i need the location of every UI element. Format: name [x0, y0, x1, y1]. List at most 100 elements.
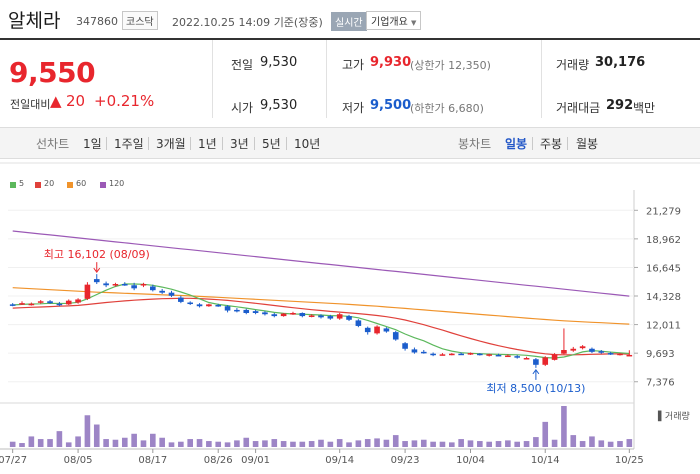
candle	[280, 313, 287, 317]
volume-bar	[262, 440, 268, 447]
candle	[19, 303, 25, 305]
volume-value: 30,176	[595, 55, 646, 70]
volume-bar	[140, 440, 147, 447]
y-tick-label: 12,011	[646, 321, 681, 332]
candle	[318, 315, 324, 318]
candle	[308, 315, 315, 317]
volume-label: 거래량	[556, 58, 590, 72]
tab-daily[interactable]: 일봉	[505, 137, 528, 151]
volume-bar	[19, 443, 25, 447]
candle	[150, 286, 156, 291]
tab-monthly[interactable]: 월봉	[576, 137, 599, 151]
tab-separator	[567, 137, 568, 150]
candle	[290, 313, 296, 315]
x-tick-label: 10/14	[531, 455, 560, 466]
candle	[458, 353, 464, 356]
volume-bar	[327, 441, 334, 447]
timestamp-basis: 기준(장중)	[273, 16, 323, 29]
arrow-up-icon	[532, 369, 540, 375]
amount-value: 292	[606, 98, 634, 113]
candle	[75, 299, 81, 303]
candle	[392, 332, 399, 340]
company-overview-label: 기업개요	[371, 17, 408, 28]
volume-bar	[589, 436, 595, 447]
candle	[430, 353, 436, 356]
x-tick-label: 09/01	[241, 455, 270, 466]
ma-line-120	[12, 230, 630, 297]
tab-3y[interactable]: 3년	[230, 137, 249, 151]
company-overview-button[interactable]: 기업개요 ▼	[366, 11, 422, 30]
volume-bar	[486, 441, 492, 447]
volume-bar	[271, 439, 278, 447]
volume-bar	[458, 439, 464, 447]
volume-bar	[374, 438, 380, 447]
volume-bar	[364, 439, 371, 447]
volume-bar	[626, 439, 633, 447]
candle	[37, 301, 44, 303]
candle	[178, 297, 184, 302]
y-tick-label: 9,693	[646, 349, 675, 360]
change-value: 20	[66, 92, 86, 110]
y-tick-label: 14,328	[646, 292, 681, 303]
volume-bar	[234, 440, 240, 447]
volume-bar	[346, 442, 352, 447]
tab-separator	[148, 137, 149, 150]
quote-divider	[326, 40, 327, 118]
ma-line-20	[12, 297, 630, 356]
tab-1d[interactable]: 1일	[83, 137, 102, 151]
volume-bar	[159, 437, 165, 447]
volume-bar	[505, 440, 511, 447]
legend-swatch-ma5	[10, 182, 16, 188]
volume-bar	[9, 441, 16, 447]
candle	[224, 306, 231, 311]
prev-close-value: 9,530	[260, 55, 298, 70]
volume-bar	[617, 441, 623, 447]
x-tick-label: 08/17	[138, 455, 167, 466]
tab-1y[interactable]: 1년	[198, 137, 217, 151]
volume-bar	[495, 441, 502, 447]
volume-bar	[570, 435, 577, 447]
volume-bar	[411, 440, 418, 447]
candle	[234, 309, 240, 312]
arrow-down-icon	[93, 267, 101, 273]
candle	[561, 350, 567, 354]
high-annotation: 최고 16,102 (08/09)	[44, 248, 150, 261]
volume-bar	[47, 439, 53, 447]
candle	[346, 316, 352, 320]
volume-bar	[28, 436, 35, 447]
candle	[505, 355, 511, 358]
volume-bar	[533, 437, 539, 447]
volume-bar	[206, 441, 212, 447]
candle	[383, 328, 390, 332]
volume-bar	[467, 440, 474, 447]
candle	[477, 353, 483, 356]
volume-bar	[103, 439, 109, 447]
volume-bar	[112, 439, 119, 447]
tab-1w[interactable]: 1주일	[114, 137, 144, 151]
tab-10y[interactable]: 10년	[294, 137, 321, 151]
volume-bar	[561, 406, 567, 447]
volume-bar	[523, 441, 530, 447]
candle	[65, 300, 72, 305]
volume-bar	[430, 441, 436, 447]
volume-bar	[37, 439, 44, 447]
candle	[523, 358, 530, 360]
legend-swatch-ma60	[67, 182, 73, 188]
volume-bar	[383, 439, 390, 447]
tab-3m[interactable]: 3개월	[156, 137, 186, 151]
volume-bar	[607, 441, 614, 447]
open-label: 시가	[231, 101, 254, 115]
candle	[140, 284, 147, 286]
tab-weekly[interactable]: 주봉	[540, 137, 563, 151]
volume-bar	[299, 441, 306, 447]
candle	[449, 353, 455, 356]
candle	[486, 354, 492, 356]
volume-bar	[318, 439, 324, 447]
realtime-button[interactable]: 실시간	[331, 12, 367, 31]
tab-5y[interactable]: 5년	[262, 137, 281, 151]
volume-bar	[598, 440, 605, 447]
tab-separator	[254, 137, 255, 150]
candle	[355, 320, 362, 326]
candle	[262, 312, 268, 315]
